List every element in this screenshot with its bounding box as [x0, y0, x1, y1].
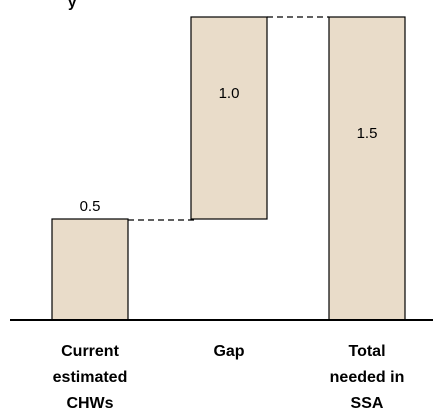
category-label-0-line-1: estimated — [53, 369, 128, 386]
category-label-2-line-2: SSA — [351, 395, 384, 412]
category-label-1-line-0: Gap — [213, 343, 244, 360]
bar-0 — [51, 218, 129, 321]
connector-lines — [128, 16, 329, 221]
bar-series — [51, 16, 406, 321]
bar-2 — [328, 16, 406, 321]
category-label-0-line-0: Current — [61, 343, 119, 360]
category-labels: Current estimated CHWs Gap Total needed in SSA — [53, 343, 405, 412]
data-label-2: 1.5 — [357, 125, 378, 142]
category-label-2-line-1: needed in — [330, 369, 405, 386]
cropped-title-fragment: y — [68, 0, 77, 11]
data-label-0: 0.5 — [80, 198, 101, 215]
category-label-2-line-0: Total — [348, 343, 385, 360]
data-labels: 0.5 1.0 1.5 — [80, 85, 378, 215]
category-label-0-line-2: CHWs — [66, 395, 113, 412]
data-label-1: 1.0 — [219, 85, 240, 102]
bar-1 — [190, 16, 268, 220]
